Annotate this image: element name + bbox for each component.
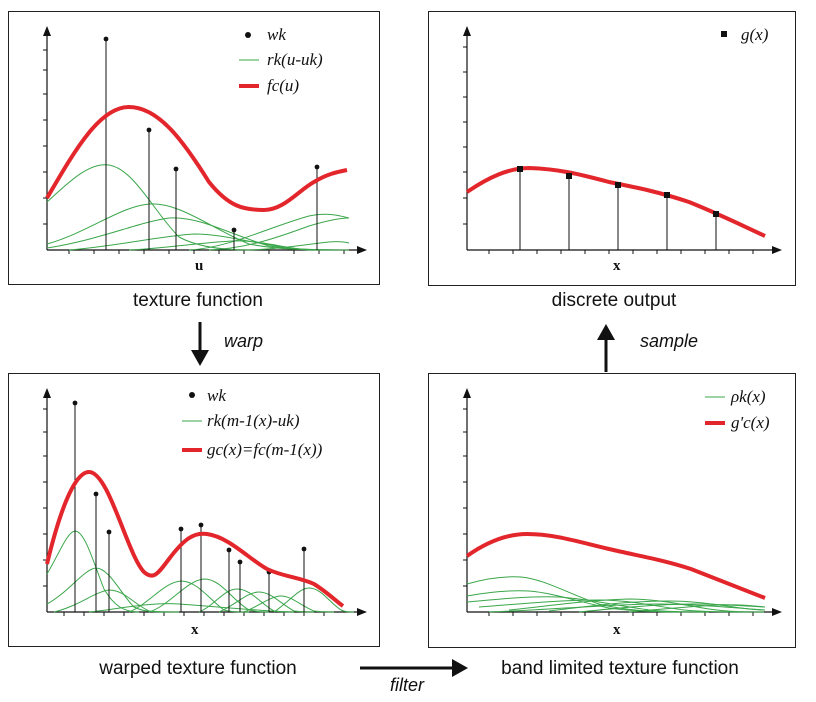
weight-dots	[72, 400, 307, 575]
x-axis-label: u	[195, 258, 203, 274]
warped-texture-panel: wk rk(m-1(x)-uk) gc(x)=fc(m-1(x)) x	[8, 373, 380, 647]
kernel-curves	[46, 164, 350, 251]
weight-stems	[74, 403, 305, 612]
sample-arrow	[597, 324, 615, 372]
svg-text:fc(u): fc(u)	[267, 76, 299, 95]
caption-warped-texture-function: warped texture function	[99, 658, 297, 679]
texture-function-panel: wk rk(u-uk) fc(u) u	[8, 11, 380, 285]
band-limited-panel: ρk(x) g'c(x) x	[428, 373, 796, 648]
svg-text:g'c(x): g'c(x)	[731, 413, 770, 432]
svg-text:rk(m-1(x)-uk): rk(m-1(x)-uk)	[207, 411, 300, 430]
x-axis-label: x	[191, 622, 199, 638]
filter-label: filter	[390, 675, 425, 695]
warp-arrow	[191, 322, 209, 366]
x-axis-label: x	[613, 622, 621, 638]
function-curve	[45, 104, 348, 213]
warped-texture-plot: wk rk(m-1(x)-uk) gc(x)=fc(m-1(x)) x	[43, 386, 367, 638]
warped-function-curve	[45, 469, 345, 608]
band-limited-plot: ρk(x) g'c(x) x	[463, 387, 782, 638]
x-axis-label: x	[613, 258, 621, 274]
sample-label: sample	[640, 331, 699, 351]
kernel-curves	[466, 576, 766, 613]
output-curve	[465, 165, 766, 238]
svg-text:rk(u-uk): rk(u-uk)	[267, 50, 323, 69]
discrete-output-plot: g(x) x	[463, 25, 782, 274]
weight-stems	[105, 39, 318, 250]
sample-stems	[519, 169, 717, 250]
legend: ρk(x) g'c(x)	[705, 387, 770, 432]
texture-function-plot: wk rk(u-uk) fc(u) u	[43, 25, 367, 274]
caption-discrete-output: discrete output	[551, 290, 677, 311]
y-ticks	[43, 49, 47, 225]
svg-text:wk: wk	[267, 25, 286, 44]
svg-text:wk: wk	[207, 386, 226, 405]
bandlimited-function-curve	[465, 531, 766, 600]
svg-text:g(x): g(x)	[741, 25, 769, 44]
warp-label: warp	[224, 331, 264, 351]
caption-texture-function: texture function	[133, 290, 263, 311]
svg-text:ρk(x): ρk(x)	[730, 387, 766, 406]
legend: g(x)	[721, 25, 769, 44]
sample-dots	[517, 166, 719, 217]
legend: wk rk(u-uk) fc(u)	[239, 25, 323, 95]
discrete-output-panel: g(x) x	[428, 11, 796, 286]
weight-dots	[103, 36, 320, 233]
x-ticks	[68, 250, 345, 254]
legend: wk rk(m-1(x)-uk) gc(x)=fc(m-1(x))	[182, 386, 323, 459]
caption-band-limited: band limited texture function	[501, 658, 739, 679]
svg-text:gc(x)=fc(m-1(x)): gc(x)=fc(m-1(x))	[207, 440, 323, 459]
